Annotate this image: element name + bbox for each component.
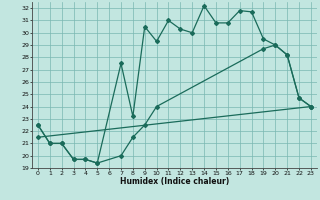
X-axis label: Humidex (Indice chaleur): Humidex (Indice chaleur) (120, 177, 229, 186)
